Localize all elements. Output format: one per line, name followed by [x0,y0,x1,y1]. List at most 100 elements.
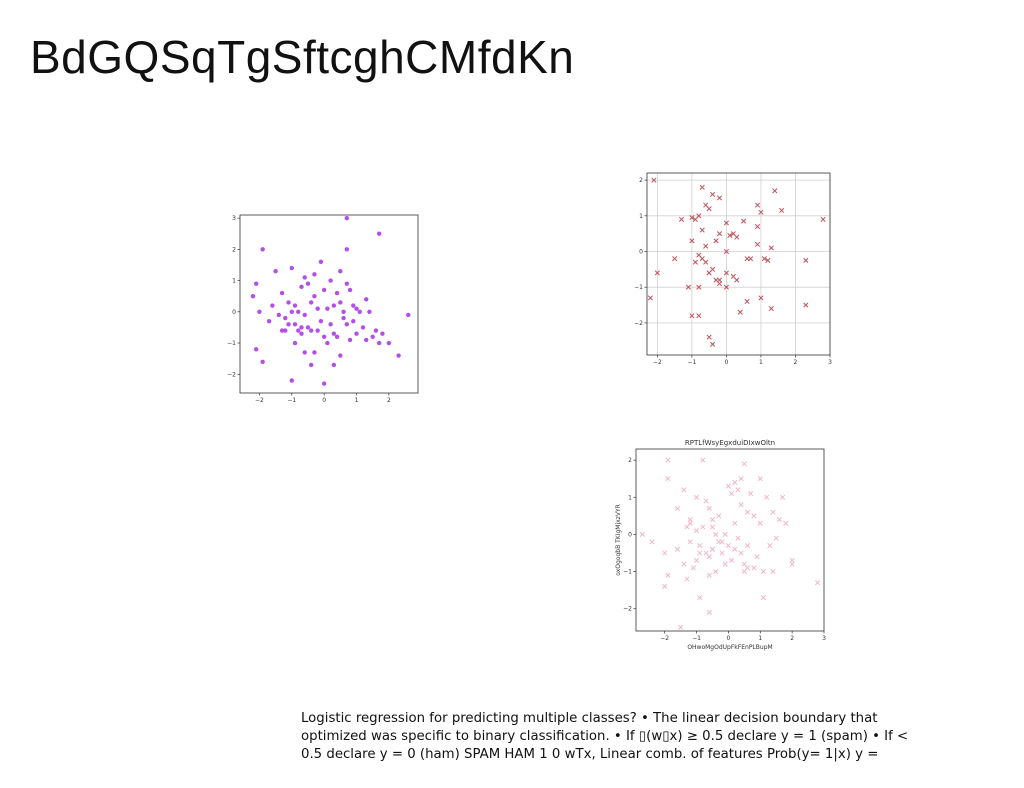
y-tick-label: −1 [634,284,643,291]
data-point [289,378,294,383]
data-point [709,524,716,530]
data-point-stroke [719,539,725,545]
data-point [772,188,778,194]
data-point-stroke [738,550,744,556]
data-point [725,483,731,489]
data-point-stroke [768,306,774,312]
data-point-stroke [754,223,761,230]
data-point [331,362,337,368]
data-point [697,595,703,601]
y-tick-label: 1 [628,494,632,501]
data-point [696,213,702,219]
data-point [803,257,809,263]
data-point [803,302,809,308]
data-point-stroke [820,216,826,222]
data-point-stroke [741,461,747,467]
x-tick-label: 1 [355,397,359,404]
data-point [344,322,349,327]
data-point [665,476,671,482]
x-tick-label: 0 [725,359,729,366]
data-point-stroke [723,248,729,255]
data-point-stroke [772,188,778,194]
x-tick-label: −1 [692,635,701,642]
plot-frame [635,448,825,632]
data-point [744,509,751,515]
data-point [318,318,324,324]
x-tick-label: 2 [794,359,798,366]
data-point-stroke [751,513,757,519]
data-point [789,557,795,563]
data-point-stroke [748,491,754,497]
data-point-stroke [754,241,761,247]
x-tick-label: 3 [822,635,826,642]
data-point [315,306,320,311]
data-point [820,216,826,222]
data-point [321,381,327,386]
data-point [703,243,709,249]
data-point [734,277,740,283]
data-point [373,328,379,333]
scatter-chart-pink-crosses: −2 −1 0 1 2 3 −2 −1 0 1 2 RPTLfWsyEgxduiDIxwOltn OHw… [615,439,826,651]
data-point-stroke [744,509,751,515]
data-point [732,546,738,552]
data-point [741,461,747,467]
data-point [729,557,735,563]
data-point-stroke [689,313,695,319]
data-point-stroke [735,487,741,493]
data-point-stroke [696,213,702,219]
data-point [706,505,712,511]
data-point-stroke [764,494,770,500]
data-point [773,535,779,541]
data-point-stroke [649,539,655,545]
data-point-stroke [776,517,782,523]
data-point-stroke [761,256,767,262]
data-point [697,543,703,549]
y-tick-label: −1 [623,569,632,576]
data-point [764,494,770,500]
data-point [321,334,327,339]
data-point [719,550,725,556]
data-point [299,325,304,330]
data-point [347,337,353,343]
data-point [315,328,320,333]
data-point [344,281,349,286]
data-point-stroke [716,231,723,237]
data-point [710,341,716,347]
data-point [761,256,767,262]
data-point [325,306,330,311]
data-point-stroke [719,550,725,556]
y-tick-label: 3 [232,215,236,222]
x-tick-label: 2 [790,635,794,642]
data-point-stroke [665,572,671,578]
data-point [815,580,821,586]
data-point [279,290,285,296]
data-point [341,315,346,321]
data-point [770,569,776,575]
data-point-stroke [722,531,728,537]
data-point [678,624,684,630]
plot-frame [239,214,419,394]
data-point [693,528,700,534]
data-point [260,247,265,252]
data-point-stroke [738,476,744,482]
y-tick-label: 1 [232,278,236,285]
data-point [734,234,740,240]
data-point-stroke [754,202,761,208]
data-point-stroke [699,227,705,233]
data-point [693,494,700,500]
data-point [748,491,754,497]
data-point-stroke [713,531,719,537]
data-point-stroke [674,505,680,511]
data-point [699,227,705,233]
data-point [692,259,698,265]
data-point [754,202,761,208]
data-point [723,248,729,255]
data-point [703,498,709,504]
data-point [376,340,382,346]
scatter-chart-red-crosses: −2 −1 0 1 2 3 −2 −1 0 1 2 [634,172,832,366]
data-point [292,340,298,346]
data-point [299,331,304,336]
data-point [321,287,327,293]
data-point-stroke [697,543,703,549]
data-point [351,303,356,308]
